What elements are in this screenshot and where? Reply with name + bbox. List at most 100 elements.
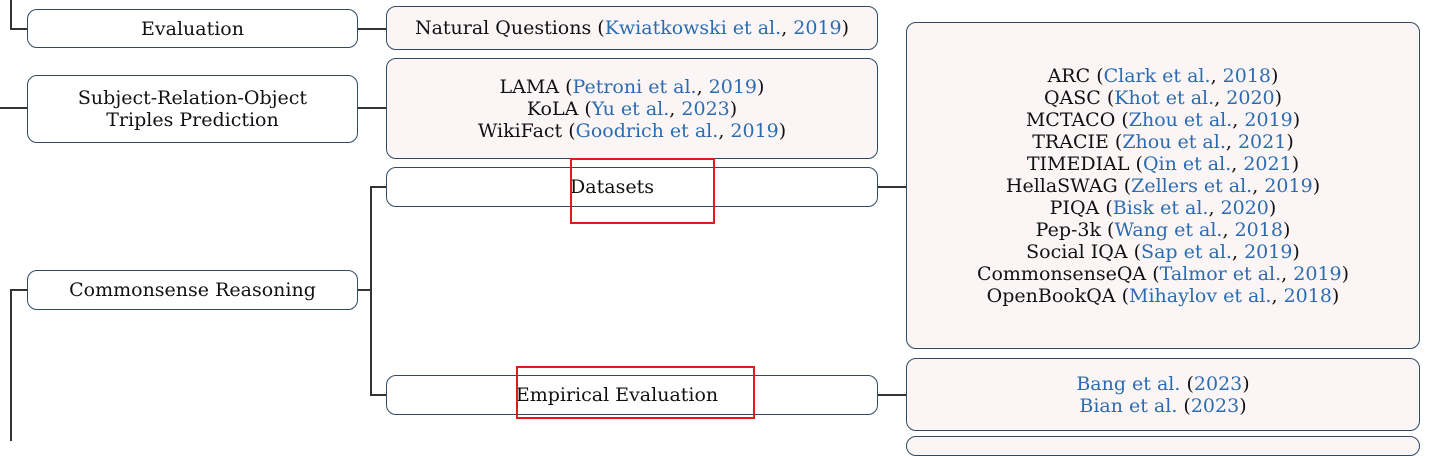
connector-line (357, 107, 387, 109)
citation-separator: , (1210, 64, 1217, 87)
citation-author-link[interactable]: Khot et al. (1114, 86, 1215, 109)
connector-line (370, 394, 386, 396)
citation-author-link[interactable]: Clark et al. (1103, 64, 1211, 87)
citation-author-link[interactable]: Qin et al. (1142, 152, 1232, 175)
dataset-name: Social IQA (1026, 240, 1128, 263)
citation-author-link[interactable]: Bang et al. (1076, 372, 1181, 395)
citation-author-link[interactable]: Yu et al. (591, 97, 670, 120)
citation-year-link[interactable]: 2019 (793, 17, 842, 39)
connector-line (10, 28, 28, 30)
leaf-entry: KoLA (Yu et al., 2023) (527, 98, 737, 120)
leaf-entry: MCTACO (Zhou et al., 2019) (1026, 109, 1300, 131)
srot-datasets-leaf: LAMA (Petroni et al., 2019) KoLA (Yu et … (386, 58, 878, 159)
citation-separator: , (669, 97, 676, 120)
dataset-name: KoLA (526, 97, 579, 120)
citation-separator: , (1214, 86, 1221, 109)
dataset-name: Pep-3k (1035, 218, 1101, 241)
citation-open-paren: ( (1106, 86, 1115, 109)
citation-author-link[interactable]: Talmor et al. (1159, 262, 1282, 285)
citation-year-link[interactable]: 2018 (1222, 64, 1272, 87)
citation-author-link[interactable]: Zhou et al. (1122, 130, 1226, 153)
citation-author-link[interactable]: Zhou et al. (1128, 108, 1233, 131)
dataset-name: OpenBookQA (986, 284, 1116, 307)
citation-author-link[interactable]: Zellers et al. (1131, 174, 1253, 197)
citation-open-paren: ( (1123, 174, 1132, 197)
citation-year-link[interactable]: 2023 (1190, 394, 1240, 417)
citation-close-paren: ) (841, 17, 850, 39)
citation-author-link[interactable]: Kwiatkowski et al. (604, 17, 782, 39)
citation-close-paren: ) (729, 97, 738, 120)
leaf-entry: Bian et al. (2023) (1079, 395, 1246, 417)
citation-year-link[interactable]: 2019 (1264, 174, 1313, 197)
citation-separator: , (1232, 108, 1239, 131)
dataset-name: PIQA (1049, 196, 1100, 219)
dataset-name: TIMEDIAL (1026, 152, 1130, 175)
citation-year-link[interactable]: 2021 (1237, 130, 1287, 153)
dataset-name: WikiFact (477, 119, 563, 142)
citation-year-link[interactable]: 2019 (1244, 240, 1293, 263)
citation-year-link[interactable]: 2023 (681, 97, 730, 120)
citation-year-link[interactable]: 2018 (1234, 218, 1283, 241)
empirical-evaluation-node: Empirical Evaluation (386, 375, 878, 415)
empirical-evaluation-leaf: Bang et al. (2023) Bian et al. (2023) (906, 358, 1420, 431)
citation-year-link[interactable]: 2018 (1283, 284, 1332, 307)
citation-open-paren: ( (1105, 196, 1113, 219)
citation-open-paren: ( (1107, 218, 1115, 241)
citation-author-link[interactable]: Bian et al. (1079, 394, 1178, 417)
citation-separator: , (1222, 218, 1229, 241)
commonsense-datasets-leaf: ARC (Clark et al., 2018) QASC (Khot et a… (906, 22, 1420, 349)
citation-close-paren: ) (1271, 64, 1279, 87)
citation-author-link[interactable]: Petroni et al. (572, 75, 697, 98)
leaf-entry: Social IQA (Sap et al., 2019) (1026, 241, 1300, 263)
dataset-name: ARC (1047, 64, 1091, 87)
dataset-name: QASC (1043, 86, 1101, 109)
leaf-entry: LAMA (Petroni et al., 2019) (500, 76, 765, 98)
node-label: Commonsense Reasoning (69, 279, 316, 301)
citation-close-paren: ) (1268, 196, 1277, 219)
citation-close-paren: ) (1312, 174, 1321, 197)
citation-year-link[interactable]: 2019 (730, 119, 779, 142)
citation-separator: , (1231, 240, 1239, 263)
citation-open-paren: ( (597, 17, 605, 39)
citation-year-link[interactable]: 2023 (1193, 372, 1243, 395)
leaf-entry: QASC (Khot et al., 2020) (1044, 87, 1282, 109)
citation-separator: , (718, 119, 725, 142)
citation-separator: , (1252, 174, 1259, 197)
citation-open-paren: ( (565, 75, 573, 98)
citation-year-link[interactable]: 2020 (1226, 86, 1275, 109)
citation-author-link[interactable]: Wang et al. (1114, 218, 1223, 241)
dataset-name: TRACIE (1032, 130, 1109, 153)
leaf-entry: Pep-3k (Wang et al., 2018) (1036, 219, 1291, 241)
citation-year-link[interactable]: 2019 (708, 75, 758, 98)
natural-questions-leaf: Natural Questions (Kwiatkowski et al., 2… (386, 6, 878, 50)
dataset-name: HellaSWAG (1005, 174, 1118, 197)
citation-year-link[interactable]: 2019 (1293, 262, 1342, 285)
citation-open-paren: ( (584, 97, 592, 120)
dataset-name: CommonsenseQA (976, 262, 1147, 285)
citation-year-link[interactable]: 2020 (1220, 196, 1269, 219)
citation-close-paren: ) (1274, 86, 1283, 109)
evaluation-node: Evaluation (27, 9, 358, 48)
citation-author-link[interactable]: Sap et al. (1141, 240, 1232, 263)
citation-separator: , (1281, 262, 1288, 285)
connector-line (370, 186, 372, 396)
citation-open-paren: ( (1096, 64, 1104, 87)
citation-year-link[interactable]: 2021 (1243, 152, 1292, 175)
leaf-entry: Natural Questions (Kwiatkowski et al., 2… (415, 17, 849, 39)
citation-author-link[interactable]: Bisk et al. (1112, 196, 1209, 219)
citation-open-paren: ( (1152, 262, 1160, 285)
leaf-entry: PIQA (Bisk et al., 2020) (1050, 197, 1277, 219)
leaf-entry: HellaSWAG (Zellers et al., 2019) (1006, 175, 1320, 197)
citation-author-link[interactable]: Mihaylov et al. (1128, 284, 1272, 307)
citation-year-link[interactable]: 2019 (1244, 108, 1293, 131)
connector-line (0, 107, 28, 109)
citation-open-paren: ( (1121, 284, 1129, 307)
node-label: Datasets (570, 176, 654, 198)
citation-separator: , (696, 75, 703, 98)
leaf-entry: TRACIE (Zhou et al., 2021) (1032, 131, 1294, 153)
citation-separator: , (1208, 196, 1215, 219)
citation-author-link[interactable]: Goodrich et al. (575, 119, 719, 142)
citation-close-paren: ) (1291, 152, 1300, 175)
highlight-box-empirical-evaluation (516, 366, 755, 419)
citation-separator: , (1225, 130, 1232, 153)
